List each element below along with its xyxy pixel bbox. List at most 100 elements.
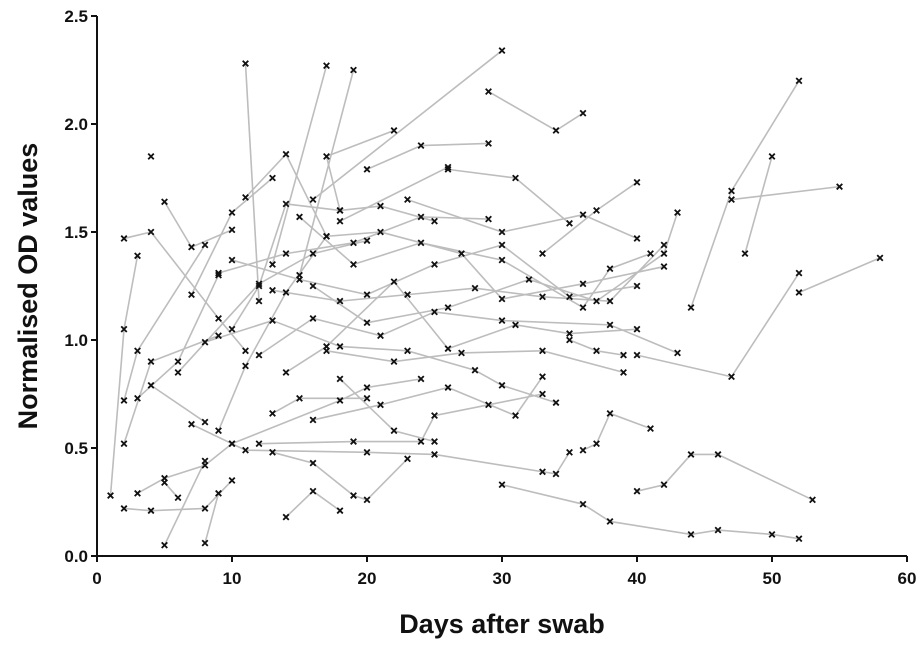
data-point — [269, 448, 276, 456]
data-point — [377, 228, 384, 236]
data-point — [350, 260, 357, 268]
data-point — [188, 243, 195, 251]
series-line — [136, 274, 220, 399]
data-point — [404, 291, 411, 299]
data-point — [741, 250, 749, 258]
data-point — [687, 451, 695, 458]
data-point — [201, 241, 209, 249]
data-point — [444, 345, 452, 353]
series-line — [272, 451, 409, 501]
data-point — [485, 215, 492, 223]
data-point — [498, 381, 506, 389]
data-point — [795, 535, 803, 543]
data-point — [512, 412, 519, 420]
data-point — [363, 394, 371, 402]
series-line — [204, 493, 220, 544]
data-point — [215, 269, 222, 277]
data-point — [876, 254, 884, 262]
data-point — [633, 235, 641, 242]
data-point — [363, 384, 371, 391]
data-point — [498, 47, 506, 54]
data-point — [579, 500, 587, 508]
data-point — [579, 446, 587, 454]
data-point — [444, 384, 452, 391]
data-point — [417, 213, 425, 221]
data-point — [147, 381, 155, 389]
data-point — [552, 127, 560, 134]
data-point — [336, 375, 344, 383]
series-line — [231, 378, 422, 445]
data-point — [674, 349, 681, 357]
lines — [109, 49, 881, 546]
series-line — [407, 198, 638, 240]
data-point — [336, 343, 344, 350]
series-line — [798, 257, 881, 294]
x-tick-label: 40 — [628, 569, 647, 588]
series-line — [150, 384, 206, 423]
data-point — [512, 174, 519, 182]
data-point — [566, 448, 573, 456]
data-point — [539, 293, 546, 301]
data-point — [390, 427, 398, 435]
data-point — [255, 351, 263, 359]
data-point — [147, 152, 155, 160]
data-point — [606, 321, 614, 329]
series-line — [285, 490, 341, 518]
data-point — [282, 250, 290, 258]
x-tick-label: 50 — [763, 569, 782, 588]
data-point — [431, 412, 438, 420]
data-point — [444, 304, 452, 312]
data-point — [242, 60, 249, 67]
series-line — [312, 49, 503, 201]
data-point — [309, 282, 317, 290]
data-point — [606, 265, 614, 273]
series-line — [339, 166, 449, 222]
data-point — [242, 347, 249, 355]
data-point — [120, 505, 128, 512]
data-point — [255, 297, 263, 305]
data-point — [539, 468, 546, 476]
data-point — [296, 213, 303, 221]
data-point — [431, 438, 438, 445]
data-point — [404, 347, 411, 355]
data-point — [282, 150, 290, 158]
x-tick-label: 0 — [92, 569, 101, 588]
series-line — [731, 185, 840, 201]
data-point — [120, 397, 128, 404]
data-point — [161, 198, 168, 206]
data-point — [228, 325, 236, 333]
data-point — [174, 368, 182, 376]
data-point — [120, 235, 128, 242]
data-point — [336, 397, 344, 404]
data-point — [809, 496, 816, 504]
data-point — [404, 455, 411, 463]
y-axis-title: Normalised OD values — [13, 143, 43, 430]
data-point — [836, 183, 843, 191]
data-point — [539, 347, 546, 355]
data-point — [363, 496, 371, 504]
data-point — [323, 347, 330, 355]
data-point — [350, 492, 357, 499]
series-line — [163, 460, 206, 546]
y-tick-label: 2.0 — [64, 115, 88, 134]
data-point — [768, 530, 776, 538]
data-point — [134, 394, 141, 402]
data-point — [444, 163, 452, 171]
series-line — [204, 319, 557, 404]
data-point — [633, 178, 641, 186]
data-point — [323, 152, 330, 160]
data-point — [228, 226, 236, 234]
data-point — [188, 420, 195, 428]
data-point — [363, 237, 371, 245]
data-point — [579, 109, 587, 117]
data-point — [647, 250, 654, 258]
data-point — [593, 206, 600, 214]
y-tick-label: 1.0 — [64, 331, 88, 350]
data-point — [660, 481, 668, 489]
data-point — [242, 446, 249, 454]
data-point — [579, 280, 587, 288]
data-point — [431, 260, 438, 268]
data-point — [336, 206, 344, 214]
data-point — [215, 314, 222, 322]
